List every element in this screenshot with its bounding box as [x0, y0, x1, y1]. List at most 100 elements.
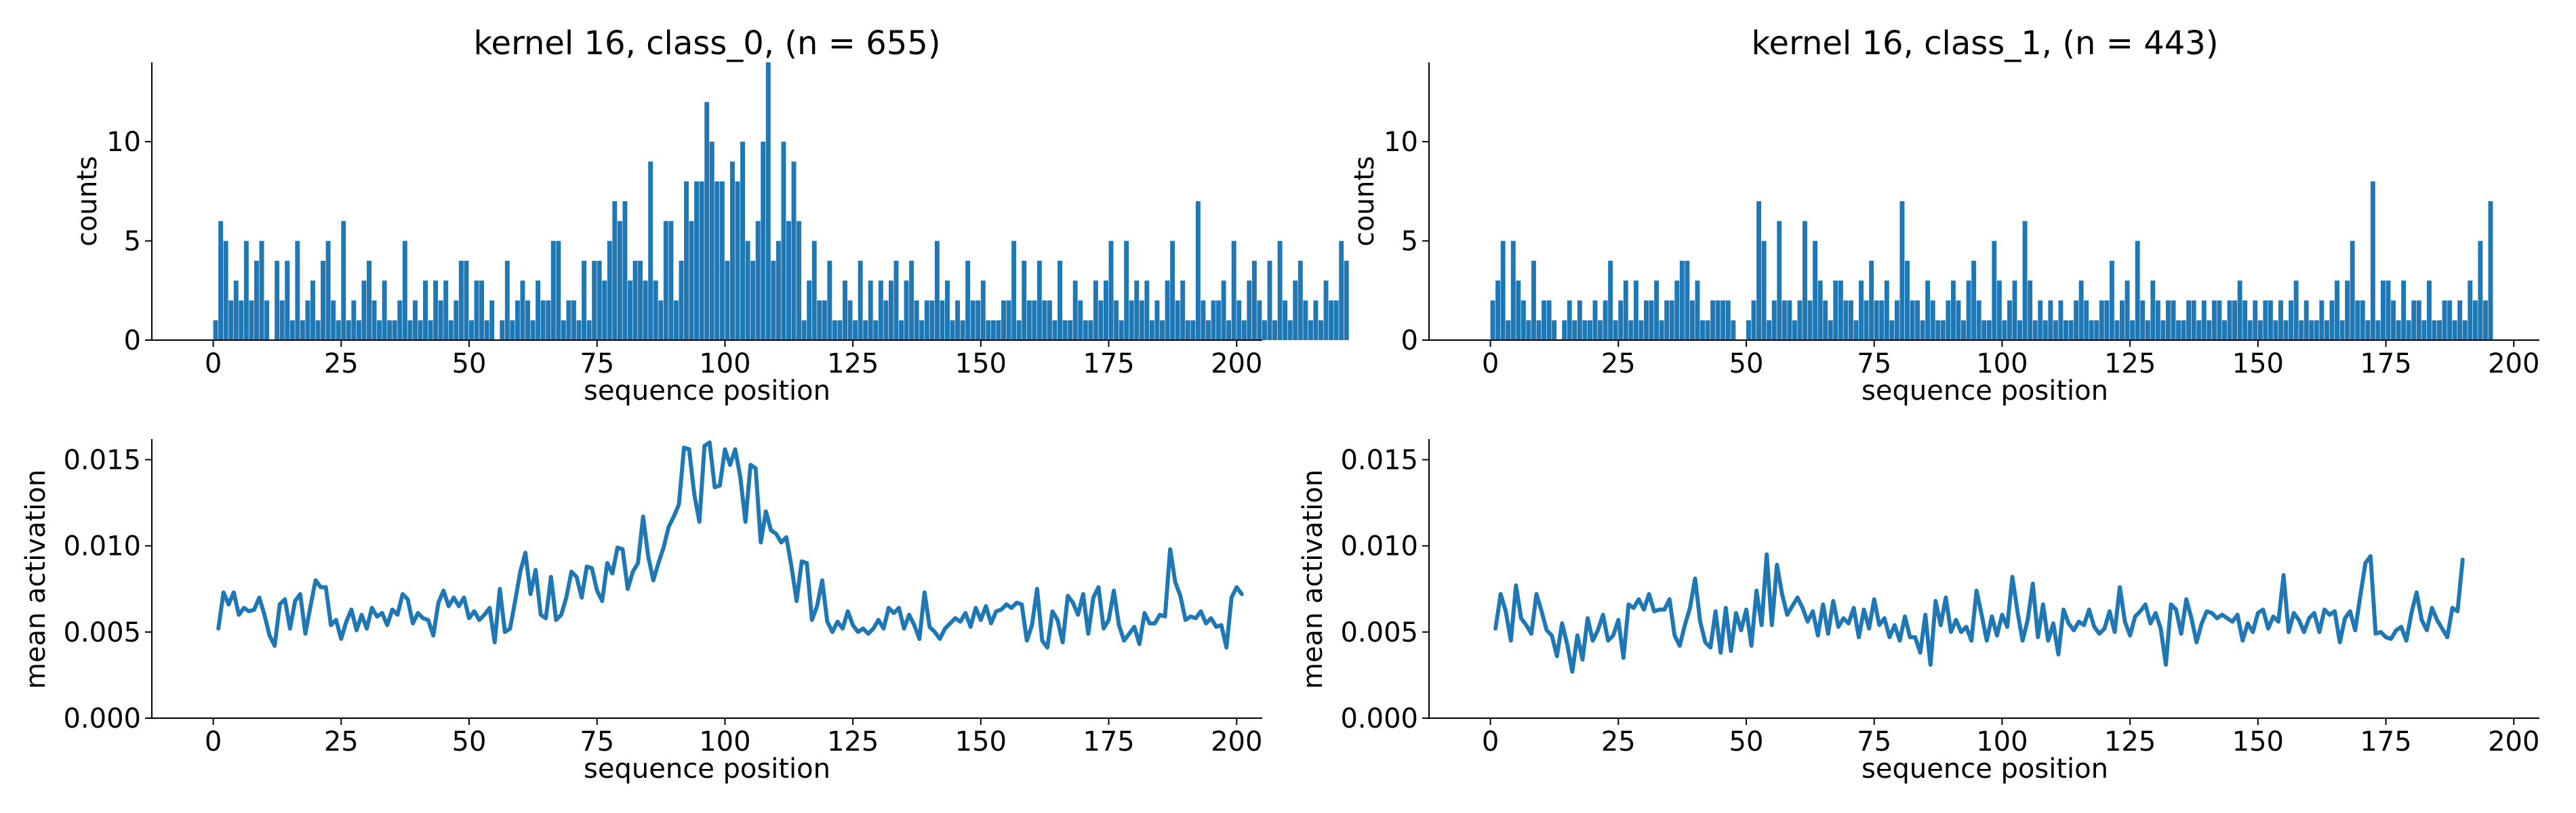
histogram-bar	[341, 221, 346, 340]
histogram-bar	[561, 320, 566, 340]
histogram-bar	[1531, 260, 1536, 340]
histogram-bar	[2181, 320, 2186, 340]
x-tick-label: 125	[827, 348, 879, 379]
histogram-bar	[1787, 300, 1792, 340]
histogram-bar	[2299, 320, 2304, 340]
histogram-bar	[1915, 300, 1920, 340]
x-tick-label: 75	[580, 726, 614, 757]
histogram-bar	[1521, 300, 1526, 340]
histogram-bar	[934, 241, 940, 340]
histogram-bar	[2140, 300, 2146, 340]
y-tick-label: 0.000	[1340, 703, 1418, 734]
histogram-bar	[1848, 300, 1853, 340]
histogram-bar	[1879, 300, 1885, 340]
histogram-bar	[2406, 320, 2411, 340]
histogram-bar	[556, 241, 561, 340]
x-tick-label: 25	[1601, 348, 1636, 379]
activation-line-class-0	[216, 440, 1244, 650]
histogram-bar	[1700, 320, 1705, 340]
histogram-bar	[1283, 300, 1288, 340]
histogram-bar	[2227, 300, 2232, 340]
histogram-bar	[464, 260, 469, 340]
histogram-bar	[960, 320, 965, 340]
histogram-bar	[1500, 241, 1506, 340]
histogram-bar	[1946, 300, 1951, 340]
histogram-bar	[1864, 300, 1869, 340]
y-tick-label: 0.015	[1340, 445, 1418, 476]
histogram-bar	[2120, 300, 2125, 340]
histogram-bar	[847, 300, 853, 340]
histogram-bar	[2171, 300, 2176, 340]
histogram-bar	[863, 320, 868, 340]
y-tick-label: 10	[106, 127, 141, 158]
histogram-bar	[2155, 300, 2160, 340]
y-tick-label: 5	[124, 226, 141, 257]
histogram-bar	[1971, 260, 1977, 340]
histogram-bar	[986, 320, 991, 340]
y-tick-label: 0.015	[63, 445, 141, 476]
x-tick-labels: 0 25 50 75 100 125 150 175 200	[205, 340, 1262, 379]
histogram-bar	[1011, 241, 1017, 340]
histogram-bar	[550, 241, 556, 340]
histogram-bar	[1797, 300, 1803, 340]
histogram-bar	[1925, 280, 1931, 340]
y-tick-labels: 0 5 10	[1384, 127, 1429, 356]
histogram-bar	[1644, 300, 1649, 340]
x-tick-label: 0	[1482, 726, 1499, 757]
y-tick-label: 0.010	[1340, 531, 1418, 562]
histogram-bar	[1853, 320, 1859, 340]
histogram-bar	[945, 280, 950, 340]
histogram-bar	[1154, 300, 1160, 340]
histogram-bar	[438, 300, 443, 340]
histogram-bar	[1093, 280, 1098, 340]
histogram-bar	[597, 260, 602, 340]
x-tick-labels: 0 25 50 75 100 125 150 175 200	[1482, 340, 2539, 379]
histogram-bar	[2022, 221, 2028, 340]
histogram-bar	[2242, 300, 2248, 340]
histogram-bar	[1329, 300, 1334, 340]
histogram-bar	[1042, 300, 1047, 340]
histogram-bar	[653, 280, 658, 340]
histogram-bar	[2350, 241, 2355, 340]
histogram-bar	[2488, 201, 2493, 340]
mean-activation-line	[216, 440, 1244, 650]
histogram-bar	[1026, 300, 1032, 340]
histogram-bar	[2145, 320, 2150, 340]
histogram-bar	[2232, 300, 2238, 340]
histogram-bar	[1072, 280, 1078, 340]
histogram-bar	[1828, 320, 1833, 340]
histogram-bar	[2028, 280, 2033, 340]
histogram-bar	[673, 300, 679, 340]
histogram-bar	[2345, 280, 2350, 340]
histogram-bar	[2058, 300, 2064, 340]
histogram-bar	[2125, 280, 2130, 340]
histogram-bar	[566, 300, 571, 340]
histogram-bar	[1175, 300, 1180, 340]
histogram-bar	[2074, 300, 2079, 340]
histogram-bar	[1108, 241, 1114, 340]
histogram-bar	[1725, 300, 1731, 340]
histogram-bar	[2283, 320, 2289, 340]
histogram-bar	[1287, 320, 1293, 340]
histogram-bar	[336, 320, 341, 340]
histogram-bar	[955, 300, 961, 340]
activation-line-class-1	[1493, 552, 2465, 674]
histogram-bar	[295, 241, 300, 340]
histogram-bar	[321, 260, 326, 340]
mean-activation-line	[1493, 552, 2465, 674]
histogram-bar	[1119, 320, 1124, 340]
histogram-bar	[1195, 201, 1201, 340]
histogram-bar	[801, 320, 807, 340]
histogram-bar	[2263, 300, 2268, 340]
y-axis-label: counts	[1349, 156, 1380, 247]
histogram-bar	[2160, 320, 2166, 340]
activation-panel-class-1: 0 25 50 75 100 125 150 175 200 0.0000.0050.0100.…	[1297, 439, 2539, 785]
histogram-bar	[628, 280, 632, 340]
histogram-bar	[1205, 320, 1211, 340]
histogram-bar	[443, 280, 449, 340]
histogram-bar	[2211, 300, 2217, 340]
histogram-bar	[315, 320, 321, 340]
histogram-bar	[2381, 280, 2386, 340]
histogram-bar	[1705, 320, 1710, 340]
histogram-bar	[704, 102, 710, 340]
